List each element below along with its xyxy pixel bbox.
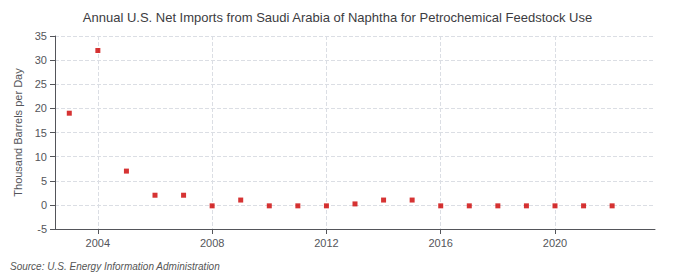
svg-text:30: 30 — [35, 54, 47, 66]
svg-text:15: 15 — [35, 127, 47, 139]
svg-text:2012: 2012 — [314, 237, 338, 249]
svg-text:20: 20 — [35, 102, 47, 114]
svg-text:35: 35 — [35, 30, 47, 42]
svg-text:2004: 2004 — [86, 237, 110, 249]
svg-text:25: 25 — [35, 78, 47, 90]
svg-text:10: 10 — [35, 151, 47, 163]
svg-text:0: 0 — [41, 199, 47, 211]
svg-text:2016: 2016 — [428, 237, 452, 249]
svg-text:2008: 2008 — [200, 237, 224, 249]
svg-text:5: 5 — [41, 175, 47, 187]
svg-text:-5: -5 — [37, 223, 47, 235]
svg-text:2020: 2020 — [543, 237, 567, 249]
svg-text:Annual U.S. Net Imports from S: Annual U.S. Net Imports from Saudi Arabi… — [83, 10, 592, 25]
svg-text:Thousand Barrels per Day: Thousand Barrels per Day — [12, 68, 24, 197]
svg-text:Source: U.S. Energy Informatio: Source: U.S. Energy Information Administ… — [10, 261, 220, 272]
